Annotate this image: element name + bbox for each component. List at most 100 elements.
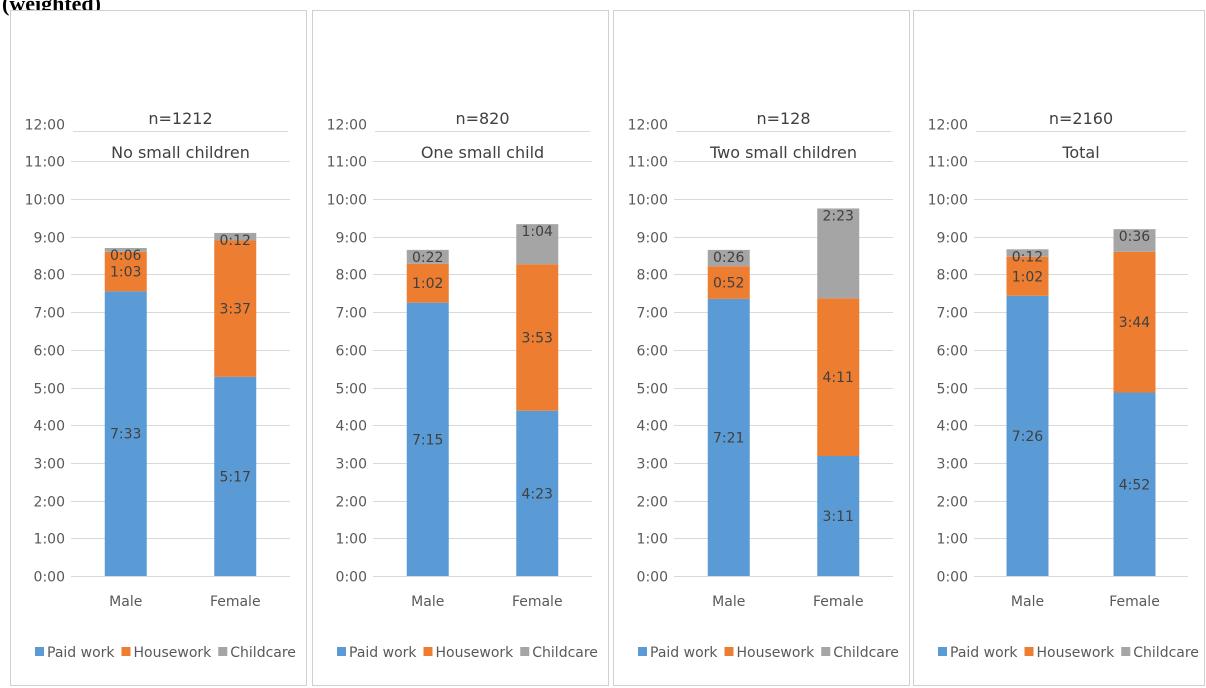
y-tick-label: 6:00 — [34, 344, 65, 360]
data-label-childcare: 0:26 — [713, 250, 745, 266]
bar-paid-work-female — [1113, 392, 1156, 576]
bar-paid-work-male — [1006, 295, 1049, 576]
bar-housework-female — [1113, 251, 1156, 393]
y-tick-label: 2:00 — [637, 495, 668, 511]
bar-childcare-female — [214, 232, 257, 241]
y-tick-label: 4:00 — [336, 419, 367, 435]
y-tick-label: 4:00 — [637, 419, 668, 435]
y-tick-label: 0:00 — [34, 570, 65, 586]
legend-swatch-housework — [724, 647, 734, 656]
legend-swatch-paid-work — [35, 647, 44, 656]
legend-label-paid-work: Paid work — [950, 645, 1018, 661]
bar-childcare-female — [1113, 229, 1156, 252]
y-tick-label: 1:00 — [34, 532, 65, 548]
bar-housework-male — [406, 263, 449, 303]
y-tick-label: 10:00 — [628, 193, 668, 209]
y-tick-label: 8:00 — [637, 268, 668, 284]
chart-subtitle: One small child — [421, 143, 544, 162]
y-tick-label: 10:00 — [25, 193, 65, 209]
data-label-childcare: 0:06 — [110, 248, 142, 264]
y-tick-label: 2:00 — [937, 495, 968, 511]
legend-swatch-housework — [121, 647, 131, 656]
y-tick-label: 5:00 — [336, 382, 367, 398]
y-tick-label: 8:00 — [34, 268, 65, 284]
y-tick-label: 12:00 — [628, 118, 668, 134]
data-label-housework: 0:52 — [713, 276, 744, 292]
legend-label-paid-work: Paid work — [47, 645, 115, 661]
data-label-childcare: 1:04 — [522, 224, 554, 240]
y-tick-label: 12:00 — [928, 118, 968, 134]
y-tick-label: 9:00 — [336, 231, 367, 247]
data-label-housework: 4:11 — [823, 370, 854, 386]
y-tick-label: 7:00 — [336, 306, 367, 322]
bar-paid-work-female — [817, 456, 860, 576]
y-tick-label: 3:00 — [637, 457, 668, 473]
data-label-housework: 1:03 — [110, 265, 141, 281]
bar-housework-male — [707, 266, 750, 299]
legend-label-childcare: Childcare — [1133, 645, 1199, 661]
chart-title: n=1212 — [148, 109, 212, 128]
y-tick-label: 5:00 — [637, 382, 668, 398]
y-tick-label: 5:00 — [34, 382, 65, 398]
y-tick-label: 3:00 — [937, 457, 968, 473]
y-tick-label: 8:00 — [937, 268, 968, 284]
y-tick-label: 6:00 — [637, 344, 668, 360]
data-label-childcare: 0:12 — [220, 233, 251, 249]
chart-subtitle: Two small children — [709, 143, 857, 162]
y-tick-label: 10:00 — [928, 193, 968, 209]
y-tick-label: 7:00 — [937, 306, 968, 322]
y-tick-label: 1:00 — [637, 532, 668, 548]
x-tick-label: Male — [712, 594, 745, 610]
legend-swatch-childcare — [1121, 647, 1131, 656]
y-tick-label: 7:00 — [637, 306, 668, 322]
legend-swatch-childcare — [821, 647, 831, 656]
data-label-housework: 3:37 — [220, 302, 251, 318]
y-tick-label: 1:00 — [336, 532, 367, 548]
bar-childcare-male — [1006, 249, 1049, 257]
data-label-paid-work: 3:11 — [823, 509, 854, 525]
y-tick-label: 0:00 — [336, 570, 367, 586]
y-tick-label: 0:00 — [637, 570, 668, 586]
y-tick-label: 2:00 — [336, 495, 367, 511]
data-label-paid-work: 7:15 — [412, 432, 443, 448]
bar-paid-work-female — [516, 410, 559, 576]
legend-label-housework: Housework — [436, 645, 515, 661]
data-label-childcare: 0:36 — [1119, 229, 1151, 245]
y-tick-label: 4:00 — [34, 419, 65, 435]
chart-title: n=128 — [756, 109, 810, 128]
x-tick-label: Male — [109, 594, 142, 610]
legend-swatch-childcare — [520, 647, 530, 656]
chart-panel-one-small-child: n=820 One small child 0:00 1:00 2:00 3:00 4:00… — [312, 10, 609, 686]
x-tick-label: Female — [512, 594, 563, 610]
legend-label-housework: Housework — [737, 645, 816, 661]
stacked-bar-chart: n=820 One small child 0:00 1:00 2:00 3:00 4:00… — [327, 109, 598, 661]
bar-housework-female — [516, 264, 559, 411]
x-tick-label: Male — [411, 594, 444, 610]
y-tick-label: 8:00 — [336, 268, 367, 284]
data-label-paid-work: 7:21 — [713, 430, 744, 446]
chart-title: n=2160 — [1049, 109, 1113, 128]
data-label-childcare: 0:22 — [412, 250, 443, 266]
y-tick-label: 9:00 — [637, 231, 668, 247]
chart-panel-no-small-children: n=1212 No small children 0:00 1:00 2:00 3:00 4… — [10, 10, 307, 686]
chart-panel-total: n=2160 Total 0:00 1:00 2:00 3:00 4:00 5:00 6:00 7… — [913, 10, 1205, 686]
legend-swatch-paid-work — [337, 647, 346, 656]
y-tick-label: 5:00 — [937, 382, 968, 398]
chart-subtitle: Total — [1061, 143, 1099, 162]
x-tick-label: Female — [1109, 594, 1160, 610]
y-tick-label: 3:00 — [34, 457, 65, 473]
bar-paid-work-male — [104, 291, 147, 576]
legend-swatch-housework — [423, 647, 433, 656]
y-tick-label: 11:00 — [628, 155, 668, 171]
x-tick-label: Female — [210, 594, 261, 610]
chart-title: n=820 — [455, 109, 509, 128]
legend-swatch-childcare — [218, 647, 228, 656]
bar-housework-female — [214, 240, 257, 377]
legend-label-housework: Housework — [134, 645, 213, 661]
bar-paid-work-male — [707, 298, 750, 576]
data-label-paid-work: 4:23 — [522, 486, 553, 502]
y-tick-label: 12:00 — [25, 118, 65, 134]
data-label-housework: 3:53 — [522, 331, 553, 347]
data-label-housework: 3:44 — [1119, 315, 1151, 331]
data-label-paid-work: 7:33 — [110, 427, 141, 443]
